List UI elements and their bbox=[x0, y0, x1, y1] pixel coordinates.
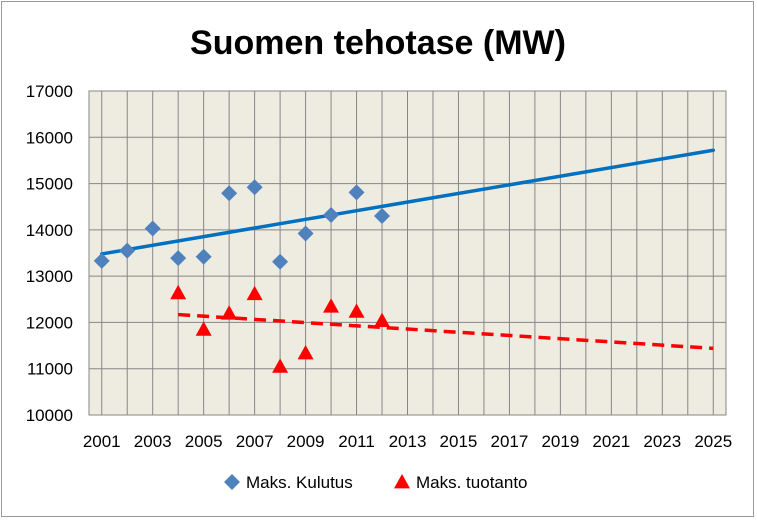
y-tick-label: 14000 bbox=[26, 221, 73, 240]
x-tick-label: 2003 bbox=[134, 432, 172, 451]
y-tick-label: 17000 bbox=[26, 82, 73, 101]
y-tick-label: 13000 bbox=[26, 267, 73, 286]
x-tick-label: 2005 bbox=[185, 432, 223, 451]
data-points bbox=[93, 179, 391, 373]
legend-label: Maks. tuotanto bbox=[416, 473, 528, 492]
data-point-tuotanto bbox=[272, 358, 289, 373]
legend-marker-kulutus bbox=[224, 474, 240, 490]
legend: Maks. Kulutus Maks. tuotanto bbox=[224, 473, 528, 492]
data-point-kulutus bbox=[221, 185, 238, 202]
data-point-kulutus bbox=[144, 220, 161, 237]
x-tick-label: 2009 bbox=[287, 432, 325, 451]
data-point-tuotanto bbox=[374, 312, 391, 327]
y-tick-label: 11000 bbox=[27, 360, 73, 379]
data-point-tuotanto bbox=[246, 285, 263, 301]
x-tick-label: 2011 bbox=[338, 432, 375, 451]
data-point-tuotanto bbox=[297, 344, 314, 360]
y-tick-label: 12000 bbox=[26, 313, 73, 332]
x-tick-label: 2023 bbox=[643, 432, 681, 451]
data-point-kulutus bbox=[93, 252, 110, 269]
legend-label: Maks. Kulutus bbox=[246, 473, 353, 492]
trendline bbox=[99, 148, 716, 256]
grid bbox=[89, 90, 726, 416]
y-axis: 10000 11000 12000 13000 14000 15000 16000 17000 bbox=[26, 82, 73, 425]
data-point-kulutus bbox=[246, 179, 263, 196]
data-point-kulutus bbox=[348, 184, 365, 201]
data-point-kulutus bbox=[170, 250, 187, 267]
data-point-kulutus bbox=[323, 207, 340, 224]
data-point-kulutus bbox=[272, 253, 289, 270]
data-point-kulutus bbox=[195, 248, 212, 265]
x-axis: 2001 2003 2005 2007 2009 2011 2013 2015 2017 2019… bbox=[83, 432, 732, 451]
data-point-tuotanto bbox=[348, 303, 365, 318]
x-tick-label: 2017 bbox=[491, 432, 529, 451]
data-point-kulutus bbox=[374, 207, 391, 224]
data-point-tuotanto bbox=[221, 305, 238, 320]
x-tick-label: 2025 bbox=[694, 432, 732, 451]
legend-marker-tuotanto bbox=[394, 474, 410, 489]
chart-title: Suomen tehotase (MW) bbox=[190, 24, 566, 62]
data-point-tuotanto bbox=[195, 321, 212, 336]
x-tick-label: 2019 bbox=[541, 432, 579, 451]
data-point-kulutus bbox=[297, 225, 314, 242]
x-tick-label: 2015 bbox=[440, 432, 478, 451]
y-tick-label: 15000 bbox=[26, 175, 73, 194]
x-tick-label: 2001 bbox=[83, 432, 121, 451]
data-point-tuotanto bbox=[323, 298, 340, 313]
trendlines bbox=[99, 148, 716, 351]
x-tick-label: 2021 bbox=[592, 432, 630, 451]
data-point-kulutus bbox=[119, 242, 136, 259]
data-point-tuotanto bbox=[170, 284, 187, 300]
y-tick-label: 10000 bbox=[26, 406, 73, 425]
y-tick-label: 16000 bbox=[26, 128, 73, 147]
trendline bbox=[178, 312, 714, 351]
x-tick-label: 2007 bbox=[236, 432, 274, 451]
x-tick-label: 2013 bbox=[389, 432, 427, 451]
